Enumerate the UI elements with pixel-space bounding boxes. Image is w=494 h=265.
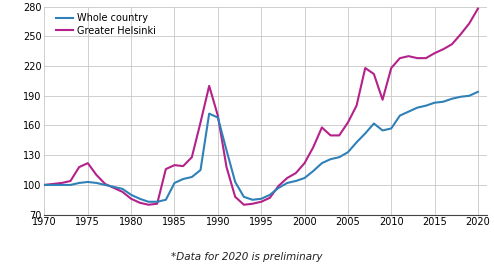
Whole country <box>41 183 47 187</box>
Greater Helsinki <box>146 203 152 206</box>
Greater Helsinki <box>41 183 47 187</box>
Line: Whole country: Whole country <box>44 92 478 202</box>
Whole country <box>180 177 186 180</box>
Whole country <box>146 200 152 203</box>
Whole country <box>362 132 368 135</box>
Text: *Data for 2020 is preliminary: *Data for 2020 is preliminary <box>171 252 323 262</box>
Greater Helsinki <box>137 201 143 204</box>
Line: Greater Helsinki: Greater Helsinki <box>44 8 478 205</box>
Greater Helsinki <box>475 7 481 10</box>
Whole country <box>466 94 472 97</box>
Whole country <box>475 90 481 93</box>
Greater Helsinki <box>362 67 368 70</box>
Greater Helsinki <box>189 156 195 159</box>
Whole country <box>336 156 342 159</box>
Greater Helsinki <box>336 134 342 137</box>
Greater Helsinki <box>180 165 186 168</box>
Whole country <box>137 197 143 200</box>
Greater Helsinki <box>466 22 472 25</box>
Whole country <box>189 175 195 179</box>
Legend: Whole country, Greater Helsinki: Whole country, Greater Helsinki <box>54 11 158 38</box>
